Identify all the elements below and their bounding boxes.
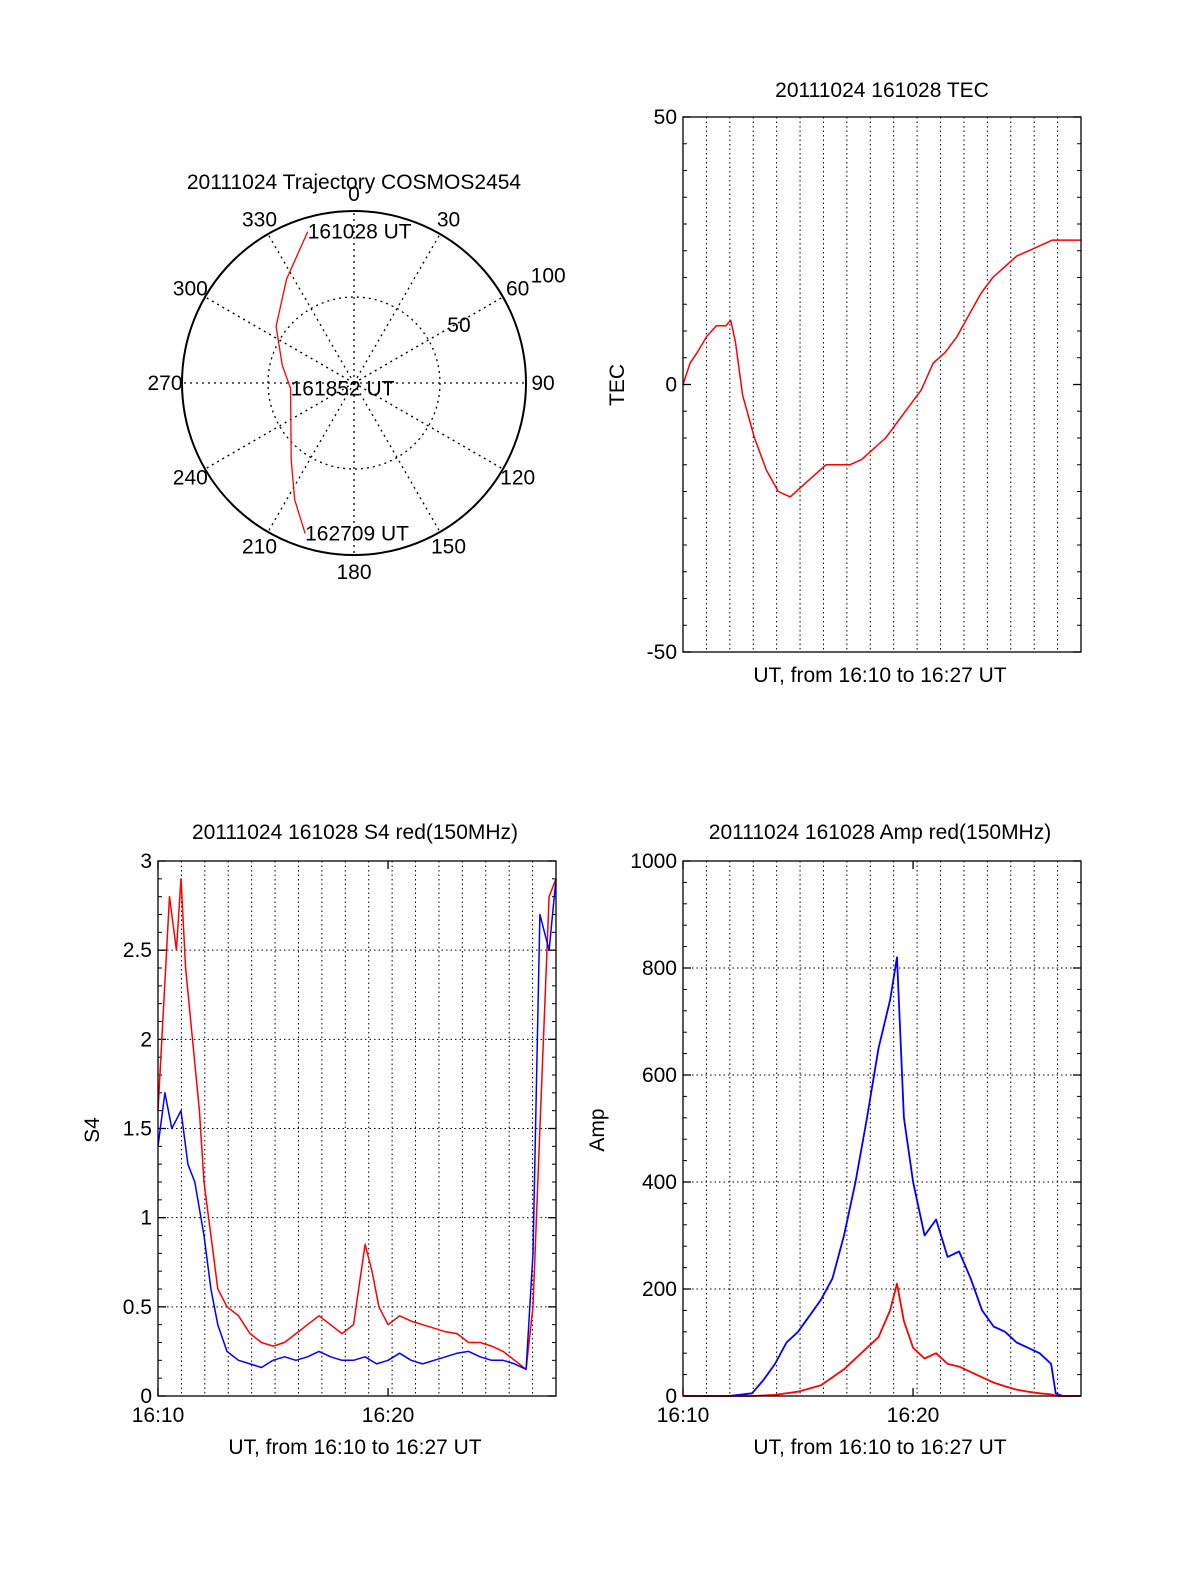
y-tick-label: 2 [140,1028,152,1051]
amp-title: 20111024 161028 Amp red(150MHz) [709,821,1051,844]
y-tick-label: 800 [642,957,677,980]
polar-radius-label: 100 [531,264,566,287]
polar-angle-label: 120 [500,467,535,490]
polar-angle-label: 180 [336,561,371,584]
s4-plot-area: 0 0.5 1 1.5 2 2.5 3 16:10 16:20 [123,850,557,1427]
polar-spoke [353,233,441,384]
tec-plot-area: -50 0 50 [647,106,1082,664]
y-tick-label: 1000 [630,850,677,873]
x-tick-label: 16:20 [887,1404,940,1427]
series-red-line [683,1282,1081,1397]
x-tick-label: 16:10 [657,1404,710,1427]
tec-title: 20111024 161028 TEC [775,79,989,102]
s4-panel: 20111024 161028 S4 red(150MHz) UT, from … [81,821,557,1459]
amp-panel: 20111024 161028 Amp red(150MHz) UT, from… [586,821,1082,1459]
y-tick-label: 200 [642,1278,677,1301]
polar-spoke [204,296,355,384]
amp-xlabel: UT, from 16:10 to 16:27 UT [753,1436,1006,1459]
y-tick-label: 400 [642,1171,677,1194]
polar-spoke [353,382,441,533]
tec-panel: 20111024 161028 TEC UT, from 16:10 to 16… [606,79,1082,687]
trajectory-time-label: 162709 UT [305,522,409,545]
polar-angle-label: 60 [506,278,529,301]
trajectory-line [275,231,309,534]
polar-radius-label: 50 [447,314,470,337]
y-tick-label: 3 [140,850,152,873]
polar-spoke [267,233,355,384]
polar-spoke [267,382,355,533]
polar-angle-label: 210 [242,536,277,559]
trajectory-time-label: 161852 UT [291,378,395,401]
y-tick-label: 0 [665,374,677,397]
tec-ylabel: TEC [606,364,629,406]
series-blue-line [157,878,557,1371]
series-red-line [157,878,557,1371]
y-tick-label: 0 [665,1385,677,1408]
amp-plot-area: 0 200 400 600 800 1000 16:10 16:20 [630,850,1082,1427]
amp-ylabel: Amp [586,1108,609,1151]
y-tick-label: 0 [140,1385,152,1408]
y-tick-label: -50 [647,641,677,664]
polar-angle-label: 150 [431,536,466,559]
polar-angle-label: 240 [173,467,208,490]
tec-xlabel: UT, from 16:10 to 16:27 UT [753,664,1006,687]
polar-angle-label: 90 [531,372,554,395]
plot-frame [682,860,1082,1397]
polar-spoke [353,296,504,384]
series-red-line [682,239,1081,498]
polar-title: 20111024 Trajectory COSMOS2454 [187,171,522,194]
polar-spoke [353,382,504,470]
s4-ylabel: S4 [81,1117,104,1143]
polar-angle-label: 0 [348,183,360,206]
series-blue-line [683,956,1081,1397]
y-tick-label: 600 [642,1064,677,1087]
s4-xlabel: UT, from 16:10 to 16:27 UT [228,1436,481,1459]
y-tick-label: 1 [140,1207,152,1230]
plot-frame [157,860,557,1397]
polar-outer-ring [181,210,527,556]
polar-plot-area: 0 30 60 90 120 150 180 210 240 270 300 330 50 100 1610… [147,183,565,584]
polar-spoke [204,382,355,470]
y-tick-label: 2.5 [123,939,152,962]
polar-angle-label: 330 [242,208,277,231]
polar-angle-label: 270 [147,372,182,395]
polar-angle-label: 30 [437,208,460,231]
y-tick-label: 0.5 [123,1296,152,1319]
y-tick-label: 1.5 [123,1118,152,1141]
trajectory-time-label: 161028 UT [308,221,412,244]
y-tick-label: 50 [654,106,677,129]
x-tick-label: 16:20 [362,1404,415,1427]
polar-angle-label: 300 [173,278,208,301]
x-tick-label: 16:10 [132,1404,185,1427]
plot-frame [682,116,1082,653]
trajectory-polar-panel: 20111024 Trajectory COSMOS2454 0 30 60 90 12… [147,171,565,584]
s4-title: 20111024 161028 S4 red(150MHz) [192,821,518,844]
